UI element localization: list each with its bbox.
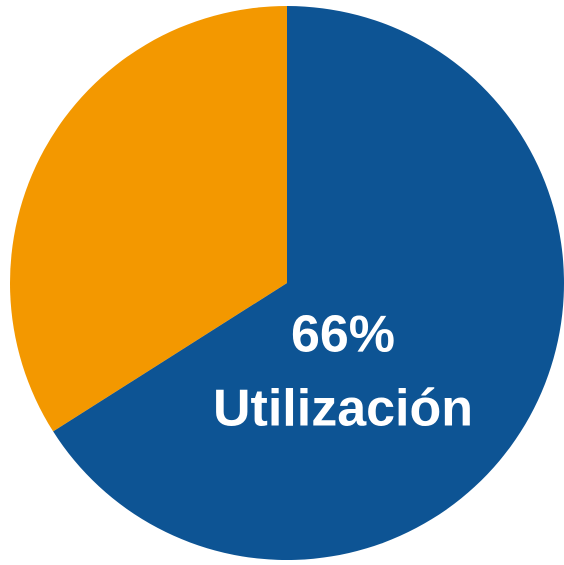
- pie-slice: [10, 6, 287, 432]
- category-label: Utilización: [213, 380, 473, 438]
- pie-slice: [53, 6, 564, 560]
- value-label: 66%: [291, 306, 395, 364]
